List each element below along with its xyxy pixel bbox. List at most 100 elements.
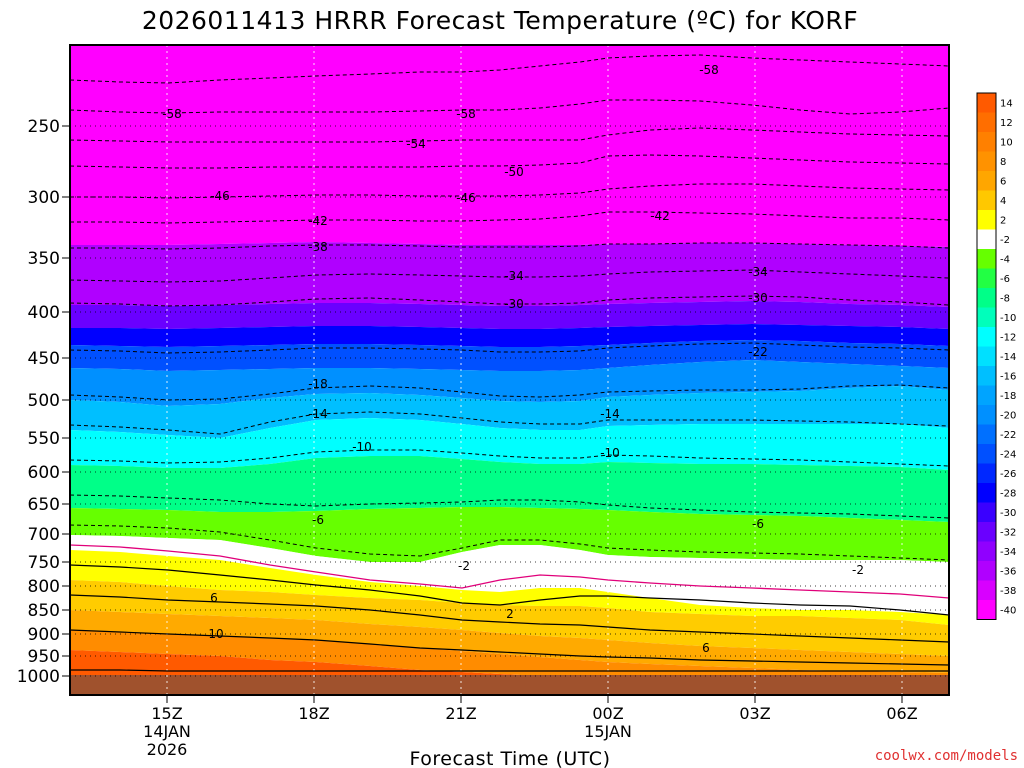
contour-label: -30 [748, 291, 768, 305]
contour-label: -46 [456, 191, 476, 205]
x-tick-label: 21Z [445, 704, 476, 723]
colorbar-label: 6 [1000, 177, 1006, 188]
y-tick-label: 800 [28, 577, 60, 597]
colorbar-label: -36 [1000, 567, 1016, 578]
y-tick-label: 400 [28, 303, 60, 323]
contour-label: -10 [352, 440, 372, 454]
contour-labels: -58 -58 -58 -54 -50 -46 -46 -42 -42 -38 -34 -34 -30 -… [162, 63, 864, 655]
colorbar-cell [977, 405, 996, 425]
colorbar-label: -38 [1000, 586, 1016, 597]
colorbar-cell [977, 600, 996, 620]
band-blue [70, 360, 949, 406]
plot-frame [69, 44, 950, 696]
chart-title: 2026011413 HRRR Forecast Temperature (ºC… [142, 6, 858, 35]
x-tick-date: 15JAN [584, 722, 632, 741]
contour-label: -6 [752, 517, 764, 531]
contour-label: 2 [506, 607, 514, 621]
contour-label: -38 [308, 240, 328, 254]
contour-label: -10 [600, 446, 620, 460]
colorbar-cell [977, 522, 996, 542]
colorbar-cell [977, 502, 996, 522]
colorbar-cell [977, 346, 996, 366]
colorbar-cell [977, 93, 996, 113]
isotherm-dashed [70, 295, 949, 307]
contour-label: -58 [699, 63, 719, 77]
band-mint [70, 456, 949, 522]
colorbar-label: -14 [1000, 352, 1016, 363]
y-tick-label: 500 [28, 391, 60, 411]
colorbar-cell [977, 366, 996, 386]
colorbar-label: 10 [1000, 138, 1013, 149]
colorbar-label: 12 [1000, 118, 1013, 129]
colorbar-label: -20 [1000, 411, 1016, 422]
band-white [70, 535, 949, 615]
colorbar-frame [976, 92, 997, 620]
y-tick-label: 300 [28, 188, 60, 208]
isotherm-dashed [70, 183, 949, 199]
band-lightblue [70, 386, 949, 438]
credit: coolwx.com/models [875, 748, 1018, 764]
band-yelloworange [70, 580, 949, 656]
colorbar-label: 8 [1000, 157, 1006, 168]
contour-label: 6 [702, 641, 710, 655]
ground-strip [70, 675, 949, 695]
y-tick-label: 850 [28, 601, 60, 621]
y-tick-label: 700 [28, 525, 60, 545]
colorbar-label: -26 [1000, 469, 1016, 480]
y-tick-label: 950 [28, 647, 60, 667]
isotherm-dashed [70, 384, 949, 401]
isotherm-solid [70, 669, 949, 672]
colorbar-cell [977, 561, 996, 581]
contour-label: -2 [458, 559, 470, 573]
band-deepblue [70, 340, 949, 371]
band-violet [70, 301, 949, 329]
colorbar-label: -12 [1000, 333, 1016, 344]
colorbar-cell [977, 229, 996, 249]
y-tick-label: 1000 [17, 667, 60, 687]
band-purple [70, 242, 949, 307]
colorbar-label: -6 [1000, 274, 1010, 285]
isotherm-dashed [70, 242, 949, 250]
colorbar-label: 2 [1000, 216, 1006, 227]
colorbar-label: -34 [1000, 547, 1016, 558]
colorbar-cell [977, 424, 996, 444]
y-tick-label: 450 [28, 349, 60, 369]
contour-label: -14 [308, 407, 328, 421]
colorbar-cell [977, 249, 996, 269]
x-tick-label: 03Z [739, 704, 770, 723]
x-tick-label: 15Z [151, 704, 182, 723]
colorbar-cell [977, 132, 996, 152]
isotherm-dashed [70, 99, 949, 115]
x-tick-label: 06Z [886, 704, 917, 723]
colorbar-label: -8 [1000, 294, 1010, 305]
contour-label: -22 [748, 345, 768, 359]
band-green [70, 507, 949, 562]
contour-label: -42 [650, 209, 670, 223]
colorbar-label: -16 [1000, 372, 1016, 383]
colorbar-cell [977, 112, 996, 132]
y-tick-label: 750 [28, 553, 60, 573]
colorbar: 14 12 10 8 6 4 2 -2 -4 -6 -8 -10 -12 -14 -16 -18 -20 -22 -… [976, 92, 1016, 620]
contour-label: -30 [504, 297, 524, 311]
y-tick-label: 550 [28, 429, 60, 449]
y-tick-label: 650 [28, 495, 60, 515]
colorbar-label: -4 [1000, 255, 1010, 266]
x-tick-label: 18Z [298, 704, 329, 723]
isotherm-dashed [70, 342, 949, 354]
contour-label: -46 [210, 189, 230, 203]
colorbar-cell [977, 463, 996, 483]
contour-label: -58 [456, 107, 476, 121]
contour-label: -54 [406, 137, 426, 151]
contour-label: -2 [852, 563, 864, 577]
contour-label: -6 [312, 513, 324, 527]
colorbar-label: -30 [1000, 508, 1016, 519]
contour-label: -14 [600, 407, 620, 421]
band-magenta [70, 45, 949, 247]
contour-label: -34 [748, 265, 768, 279]
isotherm-dashed [70, 494, 949, 519]
y-tick-label: 350 [28, 249, 60, 269]
contour-label: -42 [308, 214, 328, 228]
isotherm-dashed [70, 211, 949, 224]
